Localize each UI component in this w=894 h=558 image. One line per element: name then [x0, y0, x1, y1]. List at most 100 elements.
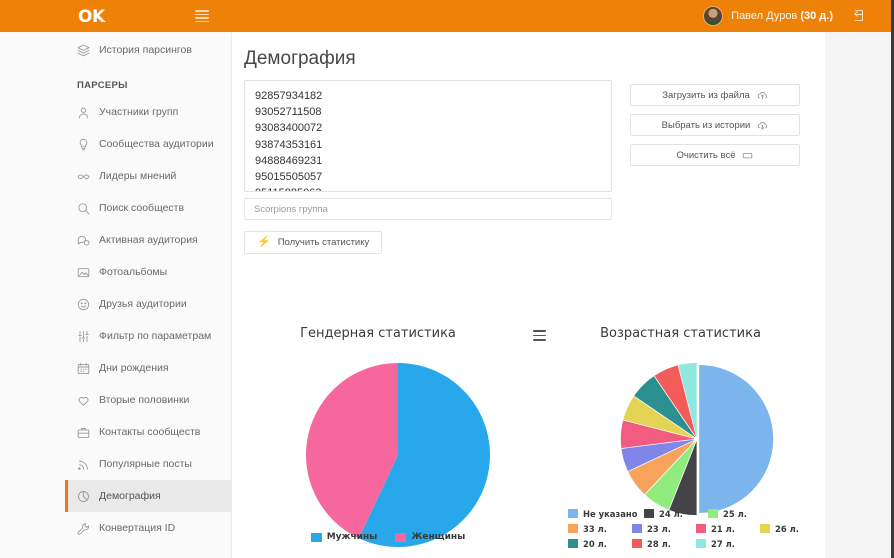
pie-slice[interactable]	[306, 363, 398, 539]
sidebar: История парсингов ПАРСЕРЫ Участники групп С…	[65, 32, 232, 558]
gender-chart-menu-icon[interactable]	[533, 330, 546, 341]
upload-from-file-button[interactable]: Загрузить из файла	[630, 84, 800, 106]
chat-icon	[77, 234, 90, 247]
legend-label: Мужчины	[326, 532, 378, 542]
right-gutter	[825, 32, 891, 558]
page-title: Демография	[244, 48, 356, 69]
sidebar-item-сообщества-аудитории[interactable]: Сообщества аудитории	[65, 128, 231, 160]
pie-slice[interactable]	[358, 363, 490, 547]
group-name-input[interactable]: Scorpions группа	[244, 198, 612, 220]
main-content: Демография 92857934182 93052711508 93083…	[232, 32, 825, 558]
user-name-label: Павел Дуров (30 д.)	[731, 10, 833, 22]
pie-slice[interactable]	[620, 420, 695, 449]
pie-slice[interactable]	[628, 440, 696, 495]
pie-slice[interactable]	[699, 365, 774, 513]
sidebar-item-участники-групп[interactable]: Участники групп	[65, 96, 231, 128]
legend-label: 24 л.	[659, 508, 683, 519]
photo-icon	[77, 266, 90, 279]
legend-swatch	[632, 524, 642, 533]
sidebar-item-фильтр-по-параметрам[interactable]: Фильтр по параметрам	[65, 320, 231, 352]
sidebar-item-фотоальбомы[interactable]: Фотоальбомы	[65, 256, 231, 288]
legend-item[interactable]: 20 л.	[568, 536, 632, 551]
age-pie	[617, 359, 777, 524]
legend-item[interactable]: Мужчины	[310, 532, 378, 542]
legend-item[interactable]: 24 л.	[644, 506, 708, 521]
legend-label: Не указано	[583, 508, 638, 519]
legend-label: 25 л.	[723, 508, 747, 519]
bulb-icon	[77, 138, 90, 151]
sidebar-item-label: Популярные посты	[99, 458, 192, 470]
gender-pie	[305, 362, 491, 553]
ids-textarea[interactable]: 92857934182 93052711508 93083400072 9387…	[244, 80, 612, 192]
legend-label: 20 л.	[583, 538, 607, 549]
legend-item[interactable]: 33 л.	[568, 521, 632, 536]
legend-label: 33 л.	[583, 523, 607, 534]
sidebar-item-поиск-сообществ[interactable]: Поиск сообществ	[65, 192, 231, 224]
legend-row: 33 л. 23 л. 21 л. 26 л.	[568, 521, 825, 536]
legend-label: 23 л.	[647, 523, 671, 534]
pie-slice[interactable]	[669, 441, 697, 516]
sidebar-item-активная-аудитория[interactable]: Активная аудитория	[65, 224, 231, 256]
pie-slice[interactable]	[645, 440, 696, 510]
sidebar-item-конвертация-id[interactable]: Конвертация ID	[65, 512, 231, 544]
age-chart-panel: Возрастная статистика Не указано 24 л. 25 …	[564, 284, 825, 558]
glasses-icon	[77, 170, 90, 183]
logout-icon[interactable]	[854, 9, 869, 23]
legend-item[interactable]: 21 л.	[696, 521, 760, 536]
sidebar-item-label: Вторые половинки	[99, 394, 190, 406]
legend-item[interactable]: 28 л.	[632, 536, 696, 551]
legend-label: 28 л.	[647, 538, 671, 549]
legend-item[interactable]: 25 л.	[708, 506, 772, 521]
sidebar-item-дни-рождения[interactable]: Дни рождения	[65, 352, 231, 384]
ok-logo: OK	[78, 7, 105, 27]
sidebar-item-популярные-посты[interactable]: Популярные посты	[65, 448, 231, 480]
sidebar-item-label: Конвертация ID	[99, 522, 176, 534]
gender-chart-panel: Гендерная статистика Мужчины Женщины	[232, 284, 564, 558]
group-name-value: Scorpions группа	[254, 203, 328, 215]
sidebar-item-label: Дни рождения	[99, 362, 169, 374]
legend-swatch	[632, 539, 642, 548]
choose-from-history-label: Выбрать из истории	[661, 119, 751, 131]
legend-swatch	[568, 539, 578, 548]
wrench-icon	[77, 522, 90, 535]
avatar	[703, 6, 724, 26]
legend-swatch	[708, 509, 718, 518]
legend-item[interactable]: Женщины	[395, 532, 465, 542]
clear-all-button[interactable]: Очистить всё	[630, 144, 800, 166]
pie-slice[interactable]	[634, 376, 696, 438]
legend-swatch	[395, 532, 407, 542]
legend-label: 27 л.	[711, 538, 735, 549]
pie-slice[interactable]	[623, 396, 695, 439]
sidebar-item-label: Фотоальбомы	[99, 266, 168, 278]
legend-item[interactable]: 27 л.	[696, 536, 760, 551]
briefcase-icon	[77, 426, 90, 439]
legend-swatch	[310, 532, 322, 542]
choose-from-history-button[interactable]: Выбрать из истории	[630, 114, 800, 136]
user-area[interactable]: Павел Дуров (30 д.)	[703, 0, 869, 32]
sidebar-item-label: Контакты сообществ	[99, 426, 201, 438]
legend-item[interactable]: 23 л.	[632, 521, 696, 536]
pie-slice[interactable]	[621, 439, 695, 472]
hamburger-icon[interactable]	[195, 9, 209, 23]
sidebar-item-лидеры-мнений[interactable]: Лидеры мнений	[65, 160, 231, 192]
sidebar-item-демография[interactable]: Демография	[65, 480, 231, 512]
sidebar-item-контакты-сообществ[interactable]: Контакты сообществ	[65, 416, 231, 448]
legend-swatch	[568, 524, 578, 533]
sidebar-item-label: Фильтр по параметрам	[99, 330, 212, 342]
age-chart-title: Возрастная статистика	[600, 326, 761, 341]
get-stats-button[interactable]: ⚡ Получить статистику	[244, 231, 383, 254]
legend-item[interactable]: Не указано	[568, 506, 644, 521]
age-chart-legend: Не указано 24 л. 25 л. 33 л. 23 л. 21 л. 26 л.…	[568, 506, 825, 551]
sidebar-item-история-парсингов[interactable]: История парсингов	[65, 34, 231, 66]
gender-chart-legend: Мужчины Женщины	[232, 532, 544, 542]
sidebar-item-label: Лидеры мнений	[99, 170, 177, 182]
sidebar-section-header: ДОПОЛНИТЕЛЬНО	[65, 544, 231, 558]
pie-slice[interactable]	[678, 362, 697, 437]
sidebar-item-вторые-половинки[interactable]: Вторые половинки	[65, 384, 231, 416]
pie-slice[interactable]	[654, 365, 697, 437]
cloud-upload-icon	[757, 90, 768, 101]
lightning-icon: ⚡	[257, 236, 271, 248]
legend-item[interactable]: 26 л.	[760, 521, 824, 536]
sidebar-item-друзья-аудитории[interactable]: Друзья аудитории	[65, 288, 231, 320]
layers-icon	[77, 44, 90, 57]
